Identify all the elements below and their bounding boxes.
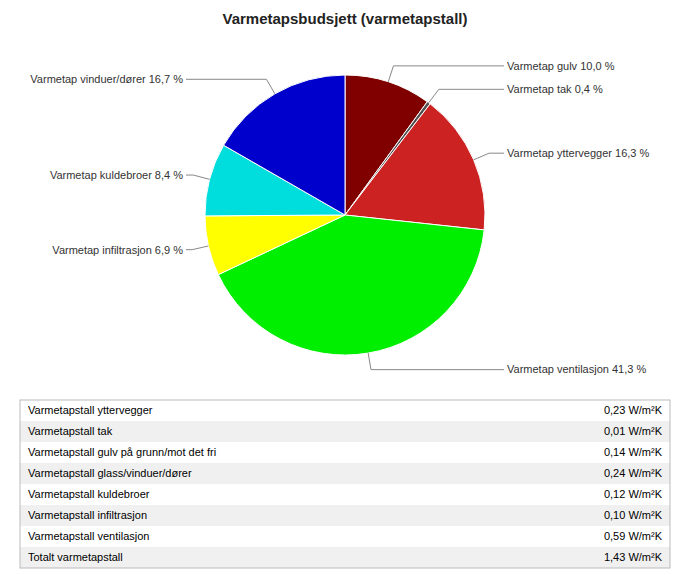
table-value: 0,10 W/m²K: [604, 509, 663, 521]
table-row: [20, 526, 670, 547]
table-value: 0,23 W/m²K: [604, 404, 663, 416]
table-value: 0,24 W/m²K: [604, 467, 663, 479]
slice-label: Varmetap kuldebroer 8,4 %: [50, 169, 183, 181]
slice: [205, 215, 345, 275]
table-label: Varmetapstall ventilasjon: [28, 530, 149, 542]
table-label: Varmetapstall infiltrasjon: [28, 509, 147, 521]
leader-line: [368, 353, 504, 370]
table-row: [20, 463, 670, 484]
slice: [345, 104, 485, 230]
table-border: [20, 400, 670, 568]
table-value: 0,12 W/m²K: [604, 488, 663, 500]
table: Varmetapstall yttervegger 0,23 W/m²K Varme…: [20, 400, 670, 568]
slice-label: Varmetap gulv 10,0 %: [507, 60, 615, 72]
table-row: [20, 547, 670, 568]
table-label: Varmetapstall kuldebroer: [28, 488, 150, 500]
table-row: [20, 505, 670, 526]
table-label: Varmetapstall gulv på grunn/mot det fri: [28, 446, 216, 458]
table-label: Varmetapstall tak: [28, 425, 113, 437]
table-label: Totalt varmetapstall: [28, 551, 123, 563]
leader-line: [186, 175, 210, 179]
table-value: 1,43 W/m²K: [604, 551, 663, 563]
slice-label: Varmetap ventilasjon 41,3 %: [507, 363, 646, 375]
slice-label: Varmetap tak 0,4 %: [507, 83, 603, 95]
slice-label: Varmetap vinduer/dører 16,7 %: [30, 73, 183, 85]
table-label: Varmetapstall yttervegger: [28, 404, 153, 416]
leader-line: [186, 246, 208, 250]
table-value: 0,59 W/m²K: [604, 530, 663, 542]
slice: [224, 75, 345, 215]
table-row: [20, 400, 670, 421]
labels: Varmetap gulv 10,0 % Varmetap tak 0,4 % Va…: [30, 60, 649, 376]
table-row: [20, 442, 670, 463]
table-value: 0,14 W/m²K: [604, 446, 663, 458]
title: Varmetapsbudsjett (varmetapstall): [222, 10, 467, 27]
chart: Varmetapsbudsjett (varmetapstall) Varmeta…: [0, 0, 690, 575]
pie: Varmetap gulv 10,0 % Varmetap tak 0,4 % Va…: [30, 60, 649, 376]
leader-line: [388, 66, 504, 82]
leader-line: [474, 153, 504, 160]
leader-line: [429, 89, 504, 102]
leader-line: [186, 79, 275, 94]
slices: [205, 75, 485, 355]
slice-label: Varmetap infiltrasjon 6,9 %: [52, 244, 183, 256]
table-label: Varmetapstall glass/vinduer/dører: [28, 467, 192, 479]
table-row: [20, 484, 670, 505]
table-value: 0,01 W/m²K: [604, 425, 663, 437]
table-row: [20, 421, 670, 442]
slice-label: Varmetap yttervegger 16,3 %: [507, 147, 649, 159]
